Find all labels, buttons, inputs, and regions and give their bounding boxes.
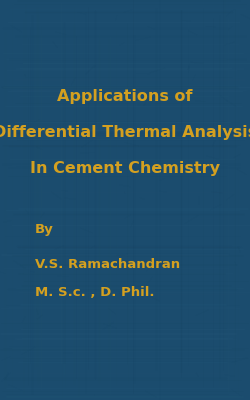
Text: M. S.c. , D. Phil.: M. S.c. , D. Phil. [35,286,154,298]
Text: V.S. Ramachandran: V.S. Ramachandran [35,258,180,270]
Text: In Cement Chemistry: In Cement Chemistry [30,160,220,176]
Text: Applications of: Applications of [57,88,193,104]
Text: By: By [35,224,54,236]
Text: Differential Thermal Analysis: Differential Thermal Analysis [0,124,250,140]
